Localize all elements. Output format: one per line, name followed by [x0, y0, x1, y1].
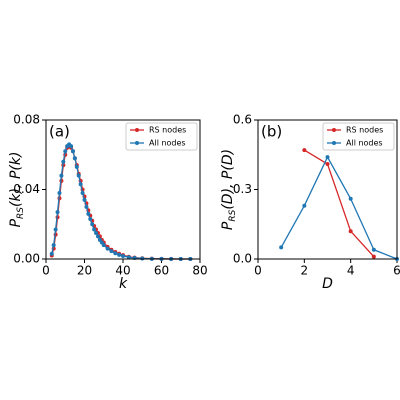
x-axis-label: k	[119, 276, 128, 292]
legend-marker	[332, 128, 336, 132]
data-point	[105, 246, 110, 251]
data-point	[51, 243, 56, 248]
x-tick-label: 2	[301, 264, 309, 278]
y-axis-label: PRS(k), P(k)	[8, 152, 26, 228]
y-axis-label: PRS(D), P(D)	[220, 149, 238, 230]
data-point	[117, 252, 122, 257]
data-point	[63, 149, 68, 154]
data-point	[72, 156, 77, 161]
legend-label: RS nodes	[346, 126, 383, 135]
series-line	[51, 143, 191, 260]
data-point	[90, 222, 95, 227]
series-line	[51, 145, 191, 260]
data-point	[113, 251, 118, 256]
data-point	[57, 190, 62, 195]
data-point	[80, 190, 85, 195]
legend-box	[322, 122, 395, 151]
data-point	[371, 254, 376, 259]
data-point	[86, 211, 91, 216]
data-point	[74, 164, 79, 169]
data-point	[109, 249, 114, 254]
data-point	[371, 247, 376, 252]
panel-label: (a)	[49, 123, 70, 141]
y-label-part: P	[220, 221, 236, 230]
data-point	[88, 217, 93, 222]
data-point	[126, 255, 131, 260]
data-point	[69, 144, 74, 149]
data-point	[302, 148, 307, 153]
y-tick-label: 0.3	[233, 182, 252, 196]
y-label-sub: RS	[16, 207, 26, 219]
data-point	[121, 254, 125, 259]
data-point	[76, 173, 81, 178]
data-point	[49, 251, 54, 256]
data-point	[348, 196, 353, 201]
data-point	[302, 203, 307, 208]
series-line	[280, 155, 398, 260]
data-point	[55, 210, 60, 215]
data-point	[325, 162, 330, 167]
y-tick-label: 0.00	[13, 252, 40, 266]
data-point	[279, 245, 284, 250]
data-point	[53, 227, 58, 232]
data-point	[61, 159, 66, 164]
y-label-part: (D), P(D)	[220, 149, 236, 210]
y-tick-label: 0.08	[13, 113, 40, 127]
data-point	[348, 229, 353, 234]
legend-label: RS nodes	[149, 126, 186, 135]
y-tick-label: 0.6	[233, 113, 252, 127]
data-point	[101, 243, 106, 248]
data-point	[325, 155, 330, 160]
panel-label: (b)	[261, 123, 282, 141]
x-tick-label: 0	[42, 264, 50, 278]
legend-marker	[135, 141, 139, 145]
x-tick-label: 40	[115, 264, 130, 278]
legend-label: All nodes	[346, 139, 383, 148]
y-label-sub: RS	[228, 209, 238, 221]
x-axis-label: D	[322, 276, 333, 292]
x-tick-label: 20	[77, 264, 92, 278]
x-tick-label: 80	[192, 264, 207, 278]
data-point	[95, 234, 100, 239]
y-tick-label: 0.0	[233, 252, 252, 266]
x-tick-label: 4	[347, 264, 355, 278]
series-line	[303, 149, 375, 258]
y-tick-label: 0.04	[13, 182, 40, 196]
data-point	[82, 197, 87, 202]
x-tick-label: 0	[254, 264, 262, 278]
data-point	[78, 182, 83, 187]
data-point	[84, 204, 89, 209]
legend-marker	[135, 128, 139, 132]
data-point	[59, 173, 64, 178]
data-point	[92, 227, 97, 232]
legend-box	[125, 122, 198, 151]
data-point	[70, 149, 75, 154]
legend-marker	[332, 141, 336, 145]
legend-label: All nodes	[149, 139, 186, 148]
plot-frame	[257, 119, 398, 260]
y-label-part: P	[8, 218, 24, 227]
y-label-part: (k), P(k)	[8, 152, 24, 207]
data-point	[94, 230, 99, 235]
plot-frame	[45, 119, 201, 260]
x-tick-label: 60	[154, 264, 169, 278]
x-tick-label: 6	[393, 264, 400, 278]
data-point	[140, 256, 145, 261]
